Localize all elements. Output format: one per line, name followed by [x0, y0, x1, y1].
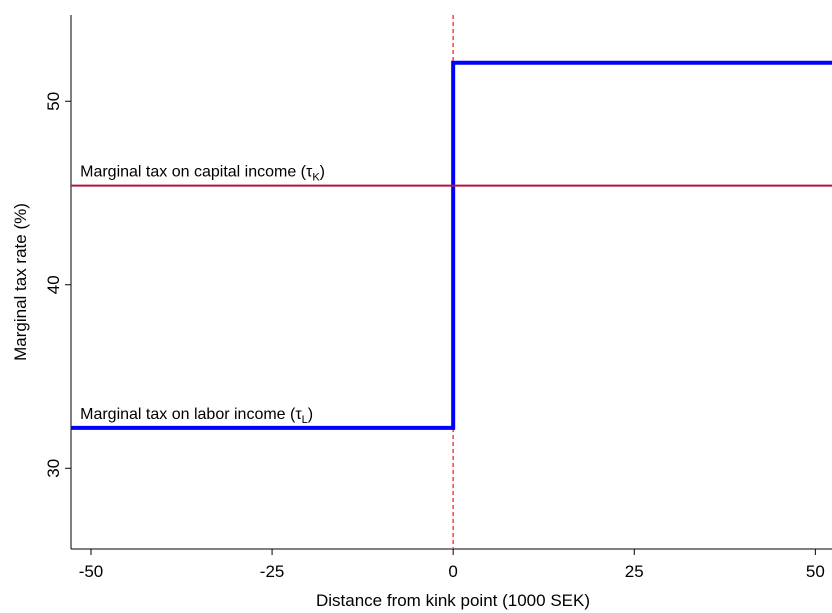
x-tick-label: 50 — [806, 562, 825, 581]
x-tick-label: -50 — [79, 562, 104, 581]
annotation-text: ) — [320, 164, 325, 181]
x-tick-label: 0 — [448, 562, 457, 581]
annotation-text: ) — [308, 406, 313, 423]
x-tick-label: 25 — [625, 562, 644, 581]
tax-line — [71, 60, 832, 430]
y-axis-label: Marginal tax rate (%) — [11, 203, 30, 361]
annotation: Marginal tax on capital income (τK) — [80, 164, 325, 184]
annotation: Marginal tax on labor income (τL) — [80, 406, 313, 426]
annotation-text: Marginal tax on labor income (τ — [80, 406, 302, 423]
y-tick-label: 40 — [44, 275, 63, 294]
y-tick-label: 30 — [44, 459, 63, 478]
x-axis-label: Distance from kink point (1000 SEK) — [316, 591, 590, 610]
x-tick-label: -25 — [260, 562, 285, 581]
annotation-subscript: L — [302, 414, 308, 426]
annotation-text: Marginal tax on capital income (τ — [80, 164, 313, 181]
y-tick-label: 50 — [44, 92, 63, 111]
annotation-subscript: K — [312, 172, 320, 184]
